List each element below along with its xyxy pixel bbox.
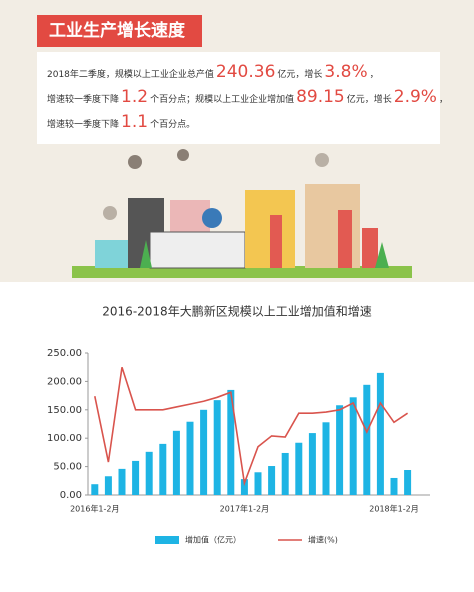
bar bbox=[186, 421, 194, 495]
bar bbox=[363, 384, 371, 495]
bar bbox=[159, 443, 167, 495]
factory-illustration bbox=[72, 149, 412, 278]
smoke bbox=[177, 149, 189, 161]
smoke bbox=[315, 153, 329, 167]
building bbox=[149, 231, 246, 269]
summary-text: ， bbox=[438, 95, 448, 105]
highlight-number: 1.2 bbox=[121, 87, 149, 107]
x-tick-label: 2017年1-2月 bbox=[220, 504, 269, 514]
bar bbox=[308, 433, 316, 495]
y-tick-label: 150.00 bbox=[47, 405, 82, 416]
bar bbox=[295, 442, 303, 495]
bar bbox=[240, 479, 248, 495]
bar bbox=[200, 409, 208, 495]
highlight-number: 2.9% bbox=[393, 87, 437, 107]
tree bbox=[375, 242, 389, 268]
tower bbox=[338, 210, 352, 268]
summary-line: 增速较一季度下降 1.2 个百分点；规模以上工业企业增加值 89.15 亿元，增长 2.9… bbox=[47, 85, 448, 110]
summary-text: 亿元，增长 bbox=[277, 70, 323, 80]
bar bbox=[254, 472, 262, 495]
bar bbox=[118, 468, 126, 495]
bar bbox=[349, 397, 357, 495]
bar bbox=[227, 389, 235, 495]
bar bbox=[213, 400, 221, 495]
highlight-number: 3.8% bbox=[324, 62, 368, 82]
line bbox=[94, 366, 409, 487]
header-title: 工业生产增长速度 bbox=[37, 15, 202, 47]
summary-text: 个百分点；规模以上工业企业增加值 bbox=[150, 95, 295, 105]
highlight-number: 89.15 bbox=[296, 87, 345, 107]
legend-swatch bbox=[155, 536, 179, 544]
summary-text: 增速较一季度下降 bbox=[47, 95, 120, 105]
bar bbox=[145, 451, 153, 495]
tank bbox=[202, 208, 222, 228]
bar bbox=[322, 422, 330, 495]
y-tick-label: 200.00 bbox=[47, 376, 82, 387]
highlight-number: 240.36 bbox=[215, 62, 276, 82]
tower bbox=[362, 228, 378, 268]
smoke bbox=[128, 155, 142, 169]
bar bbox=[104, 476, 112, 495]
bar bbox=[91, 484, 99, 495]
summary-text: 增速较一季度下降 bbox=[47, 120, 120, 130]
summary-text: 亿元，增长 bbox=[346, 95, 392, 105]
chart-title: 2016-2018年大鹏新区规模以上工业增加值和增速 bbox=[102, 304, 371, 319]
ground bbox=[72, 266, 412, 278]
summary-box: 2018年二季度，规模以上工业企业总产值 240.36 亿元，增长 3.8%，增速较一… bbox=[37, 52, 448, 144]
chart: 2016-2018年大鹏新区规模以上工业增加值和增速 0.00 50.00 100.… bbox=[47, 304, 430, 545]
x-tick-label: 2018年1-2月 bbox=[369, 504, 418, 514]
tower bbox=[270, 215, 282, 268]
summary-text: 2018年二季度，规模以上工业企业总产值 bbox=[47, 70, 214, 80]
legend-label: 增速(%) bbox=[308, 535, 338, 545]
bar bbox=[281, 452, 289, 495]
bar bbox=[132, 460, 140, 495]
legend-label: 增加值（亿元） bbox=[185, 535, 241, 545]
y-tick-label: 250.00 bbox=[47, 348, 82, 359]
tree bbox=[140, 240, 152, 268]
x-tick-label: 2016年1-2月 bbox=[70, 504, 119, 514]
y-tick-label: 0.00 bbox=[60, 490, 82, 501]
header-panel: 工业生产增长速度 2018年二季度，规模以上工业企业总产值 240.36 亿元，增长… bbox=[0, 0, 474, 282]
summary-text: ， bbox=[369, 70, 379, 80]
summary-line: 2018年二季度，规模以上工业企业总产值 240.36 亿元，增长 3.8%， bbox=[47, 60, 430, 85]
bar bbox=[376, 372, 384, 495]
bar bbox=[172, 430, 180, 495]
smoke bbox=[103, 206, 117, 220]
y-tick-label: 50.00 bbox=[53, 462, 82, 473]
bar bbox=[390, 477, 398, 495]
bar bbox=[336, 405, 344, 495]
highlight-number: 1.1 bbox=[121, 112, 149, 132]
bar bbox=[268, 466, 276, 495]
y-tick-label: 100.00 bbox=[47, 433, 82, 444]
summary-text: 个百分点。 bbox=[150, 120, 196, 130]
bar bbox=[404, 470, 412, 495]
summary-line: 增速较一季度下降 1.1 个百分点。 bbox=[47, 110, 430, 135]
